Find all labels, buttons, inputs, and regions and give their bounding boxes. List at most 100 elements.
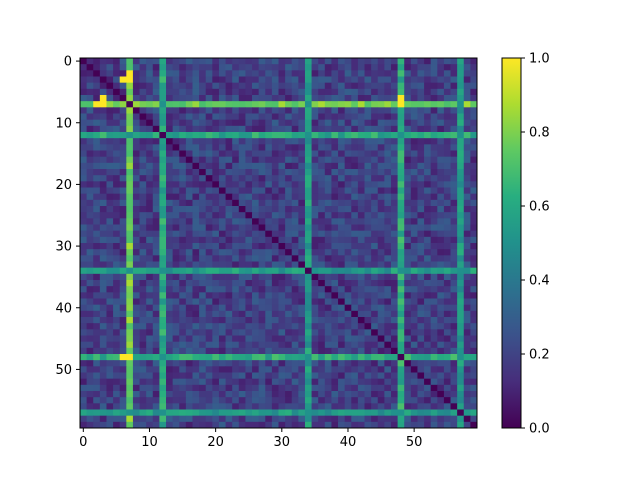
heatmap-cell (470, 329, 478, 336)
heatmap-cell (450, 403, 458, 410)
heatmap-cell (106, 421, 114, 429)
heatmap-cell (324, 70, 332, 77)
heatmap-cell (159, 236, 167, 244)
heatmap-cell (371, 218, 379, 225)
heatmap-cell (470, 280, 478, 287)
heatmap-cell (185, 88, 193, 96)
heatmap-cell (225, 169, 233, 176)
colorbar-tick-label: 1.0 (529, 52, 550, 67)
heatmap-cell (331, 273, 339, 281)
heatmap-cell (80, 267, 88, 275)
heatmap-cell (106, 280, 114, 287)
heatmap-cell (311, 403, 319, 410)
heatmap-cell (106, 236, 114, 244)
heatmap-cell (212, 144, 220, 151)
heatmap-cell (139, 286, 147, 293)
heatmap-cell (192, 125, 200, 133)
heatmap-cell (357, 329, 365, 336)
heatmap-cell (166, 125, 174, 133)
heatmap-cell (443, 249, 451, 256)
heatmap-cell (245, 125, 253, 133)
heatmap-cell (304, 70, 312, 77)
heatmap-cell (404, 218, 412, 225)
heatmap-cell (311, 415, 319, 423)
heatmap-cell (232, 366, 240, 373)
heatmap-cell (132, 323, 140, 330)
heatmap-cell (324, 273, 332, 281)
heatmap-cell (146, 150, 154, 158)
heatmap-cell (364, 150, 372, 158)
heatmap-cell (139, 378, 147, 386)
heatmap-cell (424, 181, 432, 188)
heatmap-cell (344, 144, 352, 151)
heatmap-cell (311, 261, 319, 269)
heatmap-cell (152, 82, 160, 90)
heatmap-cell (99, 329, 107, 336)
heatmap-cell (437, 132, 445, 139)
heatmap-cell (291, 323, 299, 330)
heatmap-cell (357, 415, 365, 423)
heatmap-cell (324, 193, 332, 201)
heatmap-cell (390, 391, 398, 398)
heatmap-cell (397, 347, 405, 355)
heatmap-cell (417, 243, 425, 250)
heatmap-cell (344, 298, 352, 306)
heatmap-cell (384, 181, 392, 188)
heatmap-cell (106, 70, 114, 77)
heatmap-cell (113, 397, 121, 404)
heatmap-cell (265, 249, 273, 256)
heatmap-cell (258, 397, 266, 404)
heatmap-cell (99, 409, 107, 417)
heatmap-cell (265, 267, 273, 275)
heatmap-cell (377, 366, 385, 373)
heatmap-cell (371, 236, 379, 244)
heatmap-cell (245, 415, 253, 423)
heatmap-cell (470, 366, 478, 373)
heatmap-cell (86, 175, 94, 182)
heatmap-cell (463, 169, 471, 176)
heatmap-cell (404, 280, 412, 287)
heatmap-cell (344, 403, 352, 410)
heatmap-cell (470, 360, 478, 367)
heatmap-cell (331, 107, 339, 114)
heatmap-cell (384, 249, 392, 256)
heatmap-cell (126, 138, 134, 145)
heatmap-cell (152, 243, 160, 250)
heatmap-cell (443, 113, 451, 121)
heatmap-cell (205, 175, 213, 182)
heatmap-cell (205, 169, 213, 176)
heatmap-cell (443, 329, 451, 336)
heatmap-cell (424, 76, 432, 84)
heatmap-cell (113, 101, 121, 108)
heatmap-cell (152, 329, 160, 336)
heatmap-cell (93, 156, 101, 164)
heatmap-cell (152, 267, 160, 275)
heatmap-cell (338, 292, 346, 299)
heatmap-cell (199, 156, 207, 164)
heatmap-cell (139, 144, 147, 151)
heatmap-cell (351, 138, 359, 145)
heatmap-cell (298, 366, 306, 373)
heatmap-cell (192, 249, 200, 256)
heatmap-cell (185, 341, 193, 349)
heatmap-cell (304, 292, 312, 299)
heatmap-cell (80, 175, 88, 182)
heatmap-cell (371, 347, 379, 355)
heatmap-cell (457, 335, 465, 343)
heatmap-cell (371, 298, 379, 306)
heatmap-cell (457, 113, 465, 121)
heatmap-cell (470, 421, 478, 429)
heatmap-cell (152, 261, 160, 269)
heatmap-cell (146, 64, 154, 71)
heatmap-cell (159, 107, 167, 114)
heatmap-cell (417, 304, 425, 312)
heatmap-cell (166, 304, 174, 312)
heatmap-cell (106, 132, 114, 139)
heatmap-cell (430, 261, 438, 269)
heatmap-cell (199, 187, 207, 195)
heatmap-cell (232, 212, 240, 219)
heatmap-cell (179, 378, 187, 386)
heatmap-cell (338, 101, 346, 108)
heatmap-cell (192, 113, 200, 121)
heatmap-cell (351, 372, 359, 380)
